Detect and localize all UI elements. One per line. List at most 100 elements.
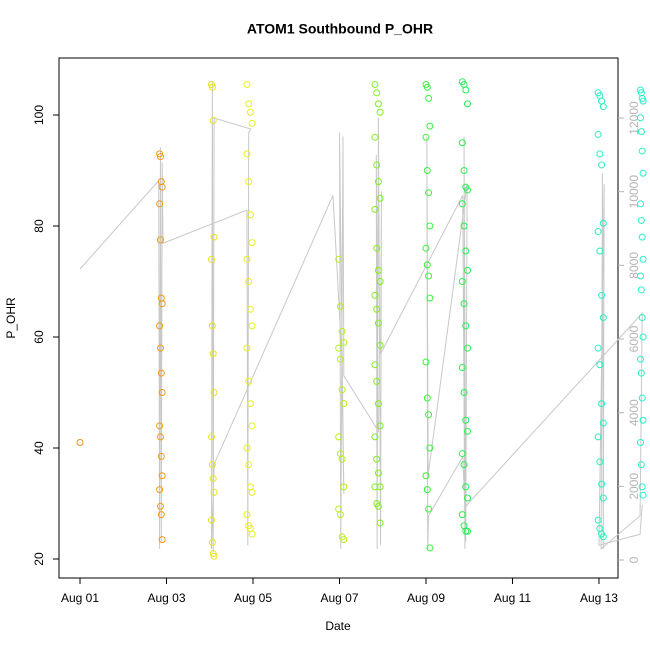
point [248, 239, 256, 247]
point [157, 369, 165, 377]
point [371, 133, 379, 141]
point [464, 266, 472, 274]
point [340, 536, 348, 544]
point [376, 483, 384, 491]
point [464, 427, 472, 435]
point [156, 200, 164, 208]
point [426, 544, 434, 552]
point [208, 538, 216, 546]
point [422, 358, 430, 366]
point [462, 322, 470, 330]
point [246, 108, 254, 116]
point [596, 150, 604, 158]
point [371, 205, 379, 213]
point [599, 419, 607, 427]
point [158, 389, 166, 397]
point [598, 161, 606, 169]
point [460, 222, 468, 230]
point [158, 536, 166, 544]
point [464, 344, 472, 352]
point [243, 511, 251, 519]
point [458, 278, 466, 286]
point [374, 400, 382, 408]
point [374, 502, 382, 510]
point [373, 244, 381, 252]
point [371, 291, 379, 299]
point [156, 236, 164, 244]
point [336, 302, 344, 310]
point [594, 433, 602, 441]
point [425, 189, 433, 197]
point [638, 233, 646, 241]
point [243, 80, 251, 88]
y-axis-label: P_OHR [4, 297, 18, 339]
y-tick-label: 20 [32, 552, 46, 566]
y2-tick-label: 12000 [627, 101, 641, 135]
x-tick-label: Aug 01 [61, 591, 99, 605]
point [248, 530, 256, 538]
point [243, 344, 251, 352]
point [209, 117, 217, 125]
point [423, 167, 431, 175]
point [248, 322, 256, 330]
point [371, 80, 379, 88]
point [209, 549, 217, 557]
point [636, 438, 644, 446]
point [426, 294, 434, 302]
point [371, 483, 379, 491]
point [243, 444, 251, 452]
point [243, 255, 251, 263]
point [376, 278, 384, 286]
point [599, 219, 607, 227]
y-tick-label: 100 [32, 105, 46, 125]
point [594, 130, 602, 138]
point [464, 186, 472, 194]
point [374, 178, 382, 186]
y-tick-label: 80 [32, 219, 46, 233]
point [639, 416, 647, 424]
point [425, 272, 433, 280]
x-tick-label: Aug 09 [407, 591, 445, 605]
point [374, 100, 382, 108]
point [245, 461, 253, 469]
point [245, 100, 253, 108]
point [422, 472, 430, 480]
point [376, 108, 384, 116]
point [425, 505, 433, 513]
point [464, 100, 472, 108]
point [462, 483, 470, 491]
point [637, 286, 645, 294]
x-tick-label: Aug 03 [147, 591, 185, 605]
point [156, 502, 164, 510]
chart-title: ATOM1 Southbound P_OHR [247, 21, 433, 37]
point [637, 216, 645, 224]
point [207, 433, 215, 441]
point [458, 450, 466, 458]
x-tick-label: Aug 13 [580, 591, 618, 605]
point [426, 444, 434, 452]
point [426, 122, 434, 130]
point [340, 400, 348, 408]
point [636, 200, 644, 208]
point [639, 255, 647, 263]
point [636, 86, 644, 94]
point [246, 305, 254, 313]
point [248, 488, 256, 496]
point [638, 314, 646, 322]
point [374, 319, 382, 327]
point [156, 433, 164, 441]
y2-tick-label: 0 [627, 556, 641, 563]
point [464, 527, 472, 535]
point [598, 400, 606, 408]
point [423, 261, 431, 269]
point [639, 491, 647, 499]
point [209, 350, 217, 358]
point [464, 494, 472, 502]
y-tick-label: 40 [32, 441, 46, 455]
point [371, 433, 379, 441]
point [458, 200, 466, 208]
point [426, 222, 434, 230]
point [207, 255, 215, 263]
point [208, 322, 216, 330]
